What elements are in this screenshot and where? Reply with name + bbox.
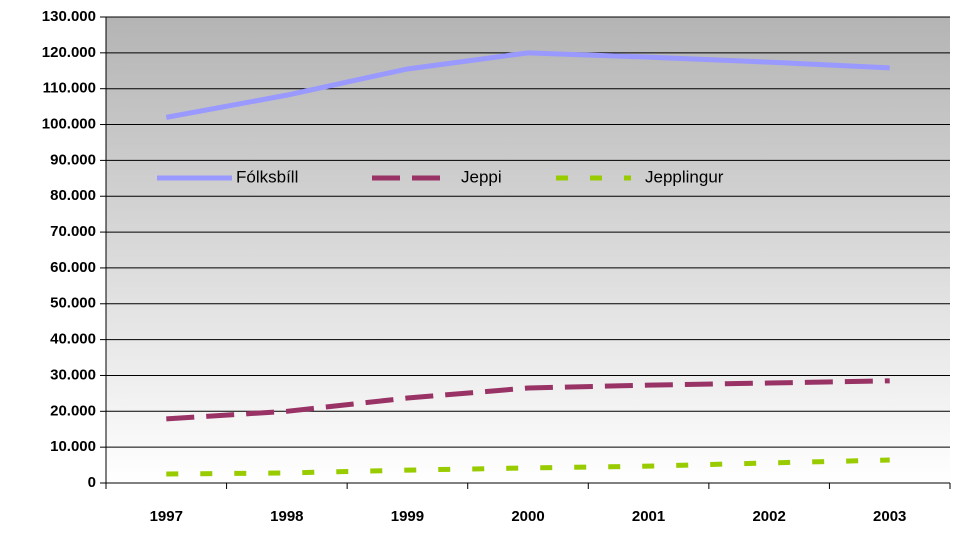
y-tick-label: 60.000 bbox=[50, 259, 96, 276]
x-tick-label: 2002 bbox=[752, 508, 785, 525]
series-line bbox=[166, 378, 890, 422]
x-tick-label: 2003 bbox=[873, 508, 906, 525]
y-tick-label: 0 bbox=[88, 474, 96, 491]
x-tick-label: 1998 bbox=[270, 508, 303, 525]
y-tick-label: 50.000 bbox=[50, 295, 96, 312]
legend-label: Fólksbíll bbox=[236, 167, 298, 186]
series-line bbox=[165, 50, 890, 120]
y-tick-label: 80.000 bbox=[50, 187, 96, 204]
y-tick-label: 90.000 bbox=[50, 151, 96, 168]
y-tick-label: 130.000 bbox=[42, 8, 96, 25]
y-tick-label: 40.000 bbox=[50, 331, 96, 348]
y-tick-label: 110.000 bbox=[43, 80, 96, 97]
y-tick-label: 70.000 bbox=[50, 223, 96, 240]
y-tick-label: 100.000 bbox=[42, 116, 96, 133]
x-tick-label: 2001 bbox=[632, 508, 665, 525]
y-tick-label: 30.000 bbox=[50, 366, 96, 383]
y-tick-label: 120.000 bbox=[42, 44, 96, 61]
y-tick-label: 20.000 bbox=[50, 402, 96, 419]
legend-label: Jeppi bbox=[461, 167, 502, 186]
x-tick-label: 1999 bbox=[391, 508, 424, 525]
legend-label: Jepplingur bbox=[645, 167, 724, 186]
y-tick-label: 10.000 bbox=[50, 438, 96, 455]
x-tick-label: 1997 bbox=[150, 508, 183, 525]
x-tick-label: 2000 bbox=[511, 508, 544, 525]
plot-area bbox=[106, 17, 950, 483]
